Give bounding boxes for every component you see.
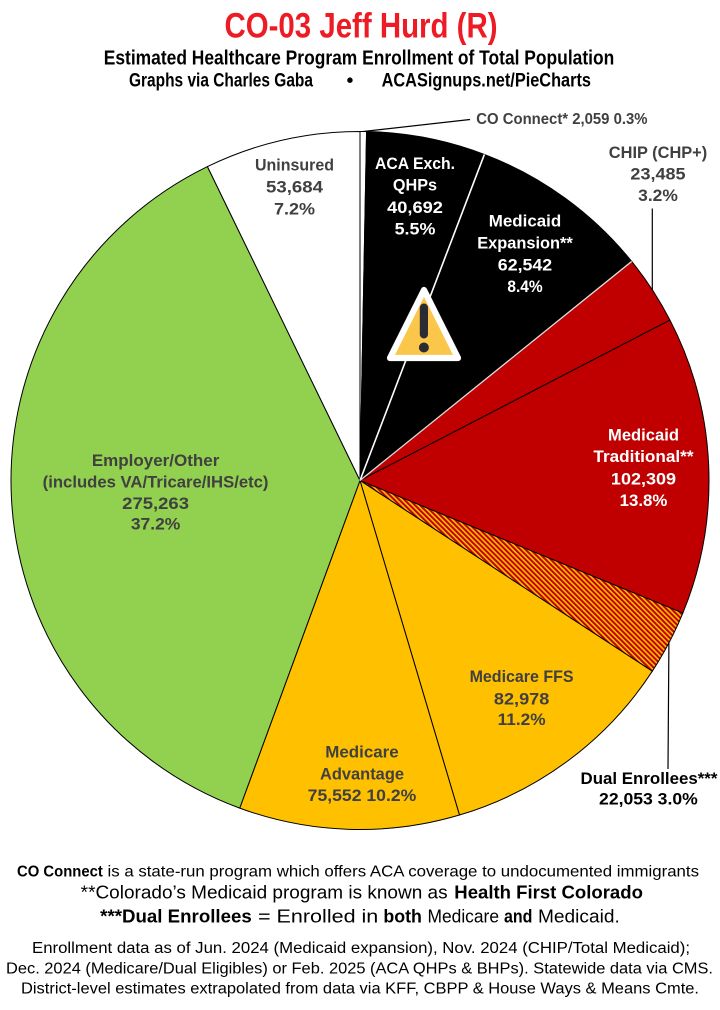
svg-text:40,692: 40,692 <box>387 199 443 217</box>
svg-text:and: and <box>504 906 532 926</box>
svg-text:District-level estimates extra: District-level estimates extrapolated fr… <box>21 980 699 997</box>
svg-text:CO Connect* 2,059 0.3%: CO Connect* 2,059 0.3% <box>476 111 647 128</box>
svg-text:Medicaid: Medicaid <box>489 212 562 230</box>
svg-text:Employer/Other: Employer/Other <box>92 452 220 470</box>
svg-text:Enrollment data as of Jun. 202: Enrollment data as of Jun. 2024 (Medicai… <box>32 940 690 957</box>
svg-text:23,485: 23,485 <box>630 165 685 183</box>
svg-text:Advantage: Advantage <box>320 766 404 784</box>
svg-text:Medicaid.: Medicaid. <box>538 906 620 926</box>
svg-text:ACASignups.net/PieCharts: ACASignups.net/PieCharts <box>382 71 591 92</box>
svg-text:22,053 3.0%: 22,053 3.0% <box>599 790 698 809</box>
svg-text:QHPs: QHPs <box>393 176 437 194</box>
svg-text:5.5%: 5.5% <box>395 221 436 239</box>
svg-text:62,542: 62,542 <box>498 256 552 274</box>
svg-text:7.2%: 7.2% <box>274 200 315 218</box>
svg-text:Medicaid: Medicaid <box>608 427 679 445</box>
svg-text:Medicare: Medicare <box>428 906 500 926</box>
svg-text:ACA Exch.: ACA Exch. <box>375 155 455 173</box>
svg-text:82,978: 82,978 <box>494 690 549 708</box>
svg-text:275,263: 275,263 <box>122 495 189 513</box>
svg-text:= Enrolled in: = Enrolled in <box>258 906 378 926</box>
svg-text:Expansion**: Expansion** <box>477 235 573 253</box>
svg-text:Dual Enrollees***: Dual Enrollees*** <box>581 769 718 788</box>
svg-text:3.2%: 3.2% <box>638 187 678 205</box>
svg-text:***Dual Enrollees: ***Dual Enrollees <box>100 906 252 926</box>
svg-text:(includes VA/Tricare/IHS/etc): (includes VA/Tricare/IHS/etc) <box>43 474 269 492</box>
svg-text:•: • <box>347 71 354 92</box>
svg-text:37.2%: 37.2% <box>131 516 181 534</box>
svg-text:Uninsured: Uninsured <box>255 157 334 175</box>
svg-text:Health First Colorado: Health First Colorado <box>454 882 643 902</box>
svg-text:75,552 10.2%: 75,552 10.2% <box>308 787 417 805</box>
svg-text:**Colorado’s Medicaid program: **Colorado’s Medicaid program is known a… <box>81 882 448 902</box>
svg-text:both: both <box>383 906 422 926</box>
svg-text:Traditional**: Traditional** <box>593 448 694 466</box>
svg-text:Dec. 2024 (Medicare/Dual Eligi: Dec. 2024 (Medicare/Dual Eligibles) or F… <box>6 960 713 977</box>
svg-text:CO Connect: CO Connect <box>17 864 103 881</box>
svg-text:Medicare FFS: Medicare FFS <box>470 668 574 686</box>
svg-text:Graphs via Charles Gaba: Graphs via Charles Gaba <box>129 71 313 92</box>
svg-text:53,684: 53,684 <box>266 178 324 196</box>
svg-text:Medicare: Medicare <box>325 744 398 762</box>
svg-text:102,309: 102,309 <box>611 471 676 489</box>
svg-text:CO-03 Jeff Hurd (R): CO-03 Jeff Hurd (R) <box>225 6 498 45</box>
svg-text:8.4%: 8.4% <box>507 278 543 296</box>
svg-text:CHIP (CHP+): CHIP (CHP+) <box>609 144 707 162</box>
svg-text:is a state-run program which o: is a state-run program which offers ACA … <box>108 864 700 881</box>
svg-text:13.8%: 13.8% <box>620 492 668 510</box>
svg-text:11.2%: 11.2% <box>498 711 546 729</box>
svg-text:Estimated Healthcare Program E: Estimated Healthcare Program Enrollment … <box>104 48 615 70</box>
